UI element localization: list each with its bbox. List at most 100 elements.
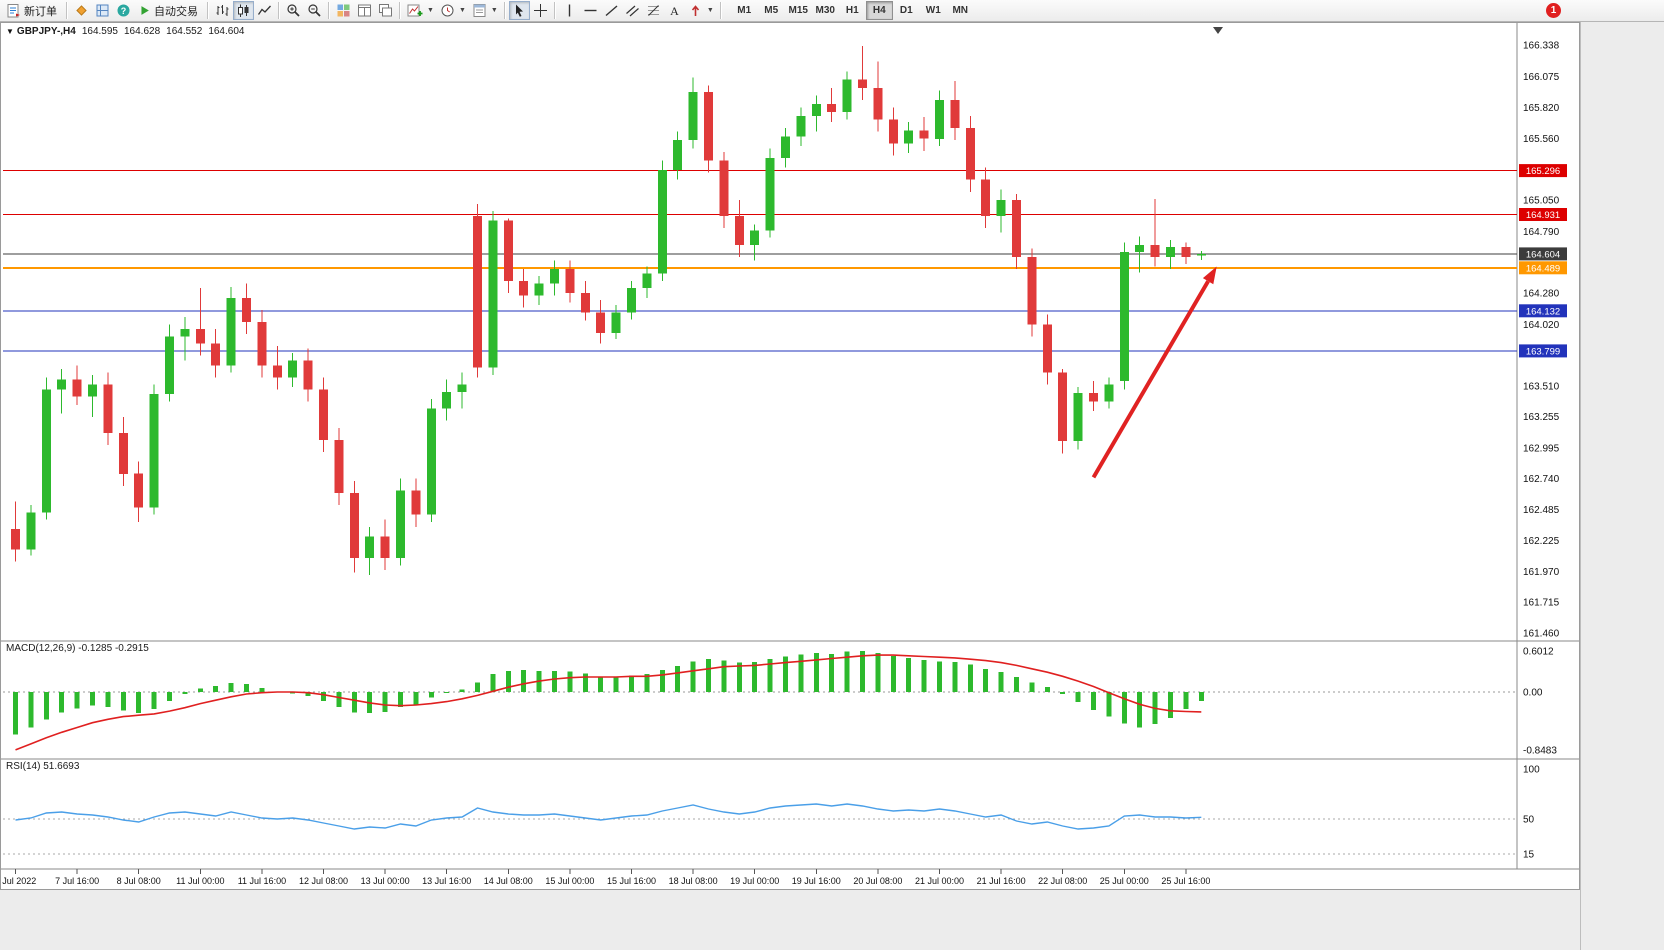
toolbar-separator [553,2,556,19]
chart-shift-marker-icon[interactable] [1213,27,1223,34]
cascade-windows-button[interactable] [375,1,396,20]
low-value: 164.552 [166,26,203,37]
zoom-in-icon [287,4,300,17]
zoom-out-button[interactable] [304,1,325,20]
level-lines[interactable] [3,170,1517,352]
new-order-button[interactable]: 新订单 [2,1,63,20]
svg-text:164.604: 164.604 [1526,249,1560,260]
open-value: 164.595 [81,26,118,37]
chart-menu-triangle-icon[interactable]: ▼ [6,27,14,36]
market-icon [76,5,87,16]
timeframe-h1-button[interactable]: H1 [839,1,866,20]
macd-signal-value: -0.2915 [114,643,149,654]
market-button[interactable] [71,1,92,20]
chart-bars-button[interactable] [212,1,233,20]
main-toolbar: 新订单 ? 自动交易 [0,0,1664,22]
timeframe-m5-button[interactable]: M5 [758,1,785,20]
svg-text:14 Jul 08:00: 14 Jul 08:00 [484,876,533,886]
macd-header: MACD(12,26,9) -0.1285 -0.2915 [6,643,149,654]
fibonacci-icon [647,5,659,16]
svg-text:12 Jul 08:00: 12 Jul 08:00 [299,876,348,886]
tile-windows-icon [337,4,350,17]
high-value: 164.628 [124,26,161,37]
help-icon: ? [117,4,130,17]
toolbar-separator [328,2,330,19]
indicators-icon [407,4,423,17]
svg-text:7 Jul 16:00: 7 Jul 16:00 [55,876,99,886]
svg-text:165.560: 165.560 [1523,134,1560,145]
svg-text:162.225: 162.225 [1523,536,1560,547]
templates-button[interactable]: ▼ [469,1,501,20]
equidistant-channel-icon [625,5,639,17]
profile-button[interactable] [92,1,113,20]
text-button[interactable]: A [664,1,685,20]
cursor-button[interactable] [508,1,530,20]
time-axis: 7 Jul 2022 7 Jul 16:00 8 Jul 08:00 11 Jul 0… [0,869,1210,886]
svg-text:162.740: 162.740 [1523,474,1560,485]
svg-text:163.799: 163.799 [1526,346,1560,357]
cursor-icon [515,4,523,17]
svg-text:20 Jul 08:00: 20 Jul 08:00 [853,876,902,886]
tile-windows-button[interactable] [333,1,354,20]
timeframe-group: M1 M5 M15 M30 H1 H4 D1 W1 MN [731,1,974,20]
indicators-button[interactable]: ▼ [404,1,437,20]
svg-text:162.995: 162.995 [1523,443,1560,454]
svg-text:166.075: 166.075 [1523,72,1560,83]
arrows-caret-icon: ▼ [706,7,714,14]
svg-text:15 Jul 16:00: 15 Jul 16:00 [607,876,656,886]
timeframe-m15-button[interactable]: M15 [785,1,812,20]
notification-badge[interactable]: 1 [1546,3,1561,18]
price-chart-canvas[interactable]: 166.338 166.075 165.820 165.560 165.050 164.7… [0,23,1579,889]
horizontal-line-button[interactable] [580,1,601,20]
cascade-windows-icon [379,4,392,17]
chart-candles-button[interactable] [233,1,254,20]
timeframe-w1-button[interactable]: W1 [920,1,947,20]
timeframe-d1-button[interactable]: D1 [893,1,920,20]
candlestick-icon [238,4,249,17]
svg-text:166.338: 166.338 [1523,41,1560,52]
help-button[interactable]: ? [113,1,134,20]
trend-arrow-annotation[interactable] [1091,266,1217,479]
chart-line-button[interactable] [254,1,275,20]
macd-name: MACD(12,26,9) [6,643,76,654]
timeframe-m1-button[interactable]: M1 [731,1,758,20]
rsi-header: RSI(14) 51.6693 [6,761,79,772]
svg-text:165.050: 165.050 [1523,196,1560,207]
svg-text:A: A [670,4,679,18]
autotrading-button[interactable]: 自动交易 [134,1,204,20]
toolbar-separator [719,2,722,19]
svg-text:164.931: 164.931 [1526,210,1560,221]
crosshair-icon [533,4,547,17]
svg-text:0.6012: 0.6012 [1523,646,1554,657]
timeframe-m30-button[interactable]: M30 [812,1,839,20]
svg-text:18 Jul 08:00: 18 Jul 08:00 [669,876,718,886]
svg-text:13 Jul 00:00: 13 Jul 00:00 [361,876,410,886]
svg-text:164.280: 164.280 [1523,289,1560,300]
crosshair-button[interactable] [530,1,551,20]
trendline-icon [605,5,618,17]
zoom-in-button[interactable] [283,1,304,20]
line-chart-icon [257,5,271,15]
periods-button[interactable]: ▼ [437,1,469,20]
window-layout-button[interactable] [354,1,375,20]
trendline-button[interactable] [601,1,622,20]
new-order-label: 新订单 [24,5,57,18]
templates-icon [473,4,486,17]
zoom-out-icon [308,4,321,17]
svg-text:50: 50 [1523,815,1535,826]
timeframe-mn-button[interactable]: MN [947,1,974,20]
channel-button[interactable] [622,1,643,20]
text-icon: A [670,4,679,18]
svg-text:164.489: 164.489 [1526,263,1560,274]
svg-text:15: 15 [1523,850,1535,861]
fibonacci-button[interactable] [643,1,664,20]
vertical-line-button[interactable] [559,1,580,20]
window-layout-icon [358,4,371,17]
arrows-button[interactable]: ▼ [685,1,717,20]
svg-text:162.485: 162.485 [1523,505,1560,516]
ohlc-values: 164.595 164.628 164.552 164.604 [76,26,245,37]
svg-text:100: 100 [1523,765,1540,776]
timeframe-h4-button[interactable]: H4 [865,1,893,20]
svg-text:22 Jul 08:00: 22 Jul 08:00 [1038,876,1087,886]
